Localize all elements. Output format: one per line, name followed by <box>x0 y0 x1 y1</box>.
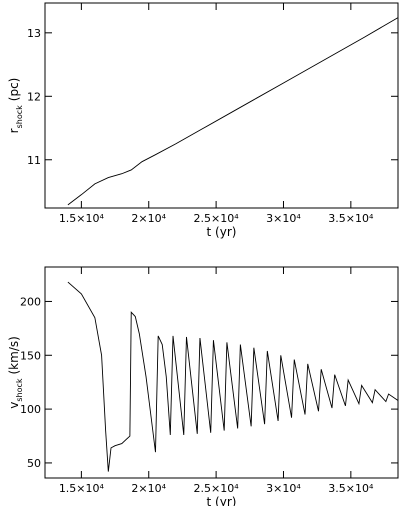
y-axis-title-unit: (km/s) <box>7 336 21 374</box>
y-tick-label: 150 <box>20 349 41 362</box>
plot-frame <box>44 2 399 209</box>
y-tick-label: 50 <box>27 457 41 470</box>
x-tick-label: 2×10⁴ <box>131 212 166 225</box>
x-tick-label: 2.5×10⁴ <box>194 212 240 225</box>
x-tick-label: 2.5×10⁴ <box>194 482 240 495</box>
y-axis-title-unit: (pc) <box>7 78 21 102</box>
y-tick-label: 200 <box>20 295 41 308</box>
x-tick-label: 3×10⁴ <box>266 212 301 225</box>
x-tick-label: 2×10⁴ <box>131 482 166 495</box>
data-line <box>67 17 399 206</box>
y-tick-label: 13 <box>27 27 41 40</box>
x-tick-label: 3×10⁴ <box>266 482 301 495</box>
y-axis-title-main: r <box>7 128 21 133</box>
plot-frame <box>44 266 399 479</box>
y-axis-title: vshock (km/s) <box>7 336 24 409</box>
x-axis-title: t (yr) <box>207 225 237 239</box>
x-axis-title: t (yr) <box>207 495 237 506</box>
x-tick-label: 3.5×10⁴ <box>328 482 374 495</box>
data-line <box>67 281 399 472</box>
x-tick-label: 3.5×10⁴ <box>328 212 374 225</box>
y-axis-title-sub: shock <box>15 105 24 129</box>
y-axis-title-main: v <box>7 402 21 409</box>
y-tick-label: 11 <box>27 154 41 167</box>
y-tick-label: 100 <box>20 403 41 416</box>
y-axis-title-sub: shock <box>15 378 24 402</box>
x-tick-label: 1.5×10⁴ <box>59 482 105 495</box>
y-tick-label: 12 <box>27 90 41 103</box>
x-tick-label: 1.5×10⁴ <box>59 212 105 225</box>
y-axis-title: rshock (pc) <box>7 78 24 134</box>
